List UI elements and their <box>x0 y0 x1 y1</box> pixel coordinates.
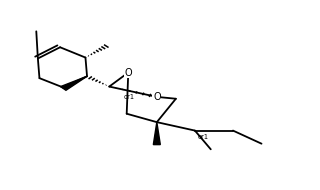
Text: or1: or1 <box>197 134 208 140</box>
Text: O: O <box>124 67 132 78</box>
Text: O: O <box>153 92 161 102</box>
Polygon shape <box>60 76 87 90</box>
Polygon shape <box>153 122 160 145</box>
Text: or1: or1 <box>124 94 134 100</box>
